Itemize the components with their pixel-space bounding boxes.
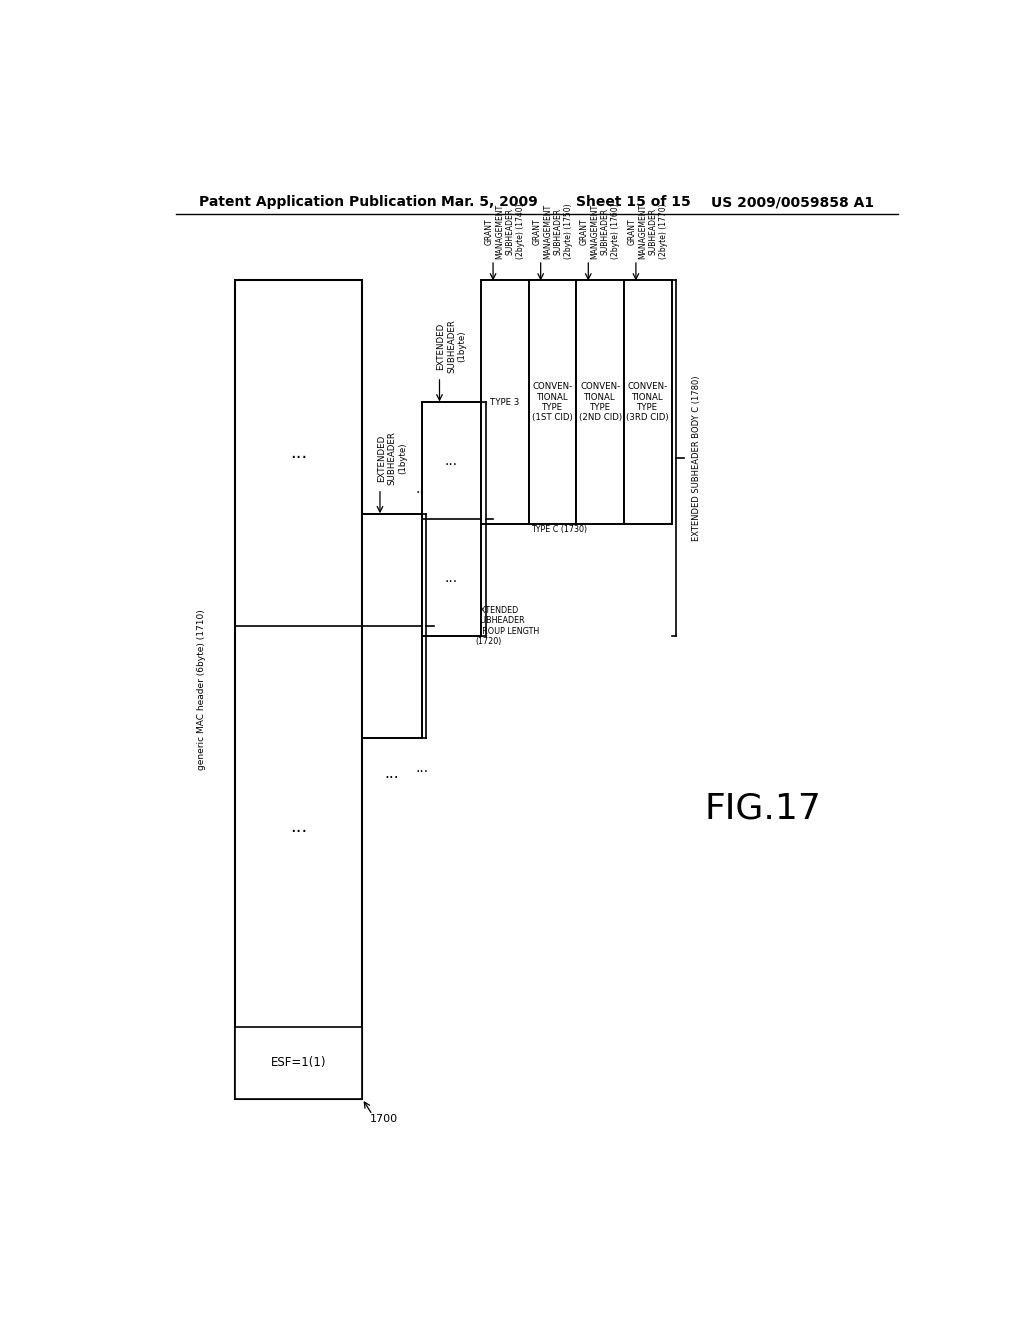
Text: CONVEN-
TIONAL
TYPE
(2ND CID): CONVEN- TIONAL TYPE (2ND CID) <box>579 383 622 422</box>
Text: TYPE 3: TYPE 3 <box>490 397 519 407</box>
Text: ...: ... <box>415 482 428 496</box>
Text: GRANT
MANAGEMENT
SUBHEADER
(2byte) (1740): GRANT MANAGEMENT SUBHEADER (2byte) (1740… <box>484 203 525 260</box>
Text: GRANT
MANAGEMENT
SUBHEADER
(2byte) (1750): GRANT MANAGEMENT SUBHEADER (2byte) (1750… <box>532 203 572 260</box>
Text: ...: ... <box>290 817 307 836</box>
Bar <box>362 515 422 738</box>
Bar <box>577 280 624 524</box>
Text: ...: ... <box>415 762 428 775</box>
Text: GRANT
MANAGEMENT
SUBHEADER
(2byte) (1760): GRANT MANAGEMENT SUBHEADER (2byte) (1760… <box>580 203 621 260</box>
Text: EXTENDED
SUBHEADER
TYPE C (1730): EXTENDED SUBHEADER TYPE C (1730) <box>531 504 588 535</box>
Text: US 2009/0059858 A1: US 2009/0059858 A1 <box>712 195 874 209</box>
Text: Mar. 5, 2009: Mar. 5, 2009 <box>441 195 539 209</box>
Text: Sheet 15 of 15: Sheet 15 of 15 <box>577 195 691 209</box>
Text: generic MAC header (6byte) (1710): generic MAC header (6byte) (1710) <box>198 609 206 770</box>
Text: FIG.17: FIG.17 <box>705 792 821 826</box>
Text: EXTENDED SUBHEADER BODY C (1780): EXTENDED SUBHEADER BODY C (1780) <box>692 375 700 541</box>
Text: Patent Application Publication: Patent Application Publication <box>200 195 437 209</box>
Text: CONVEN-
TIONAL
TYPE
(1ST CID): CONVEN- TIONAL TYPE (1ST CID) <box>532 383 573 422</box>
Bar <box>528 280 577 524</box>
Text: ...: ... <box>444 570 458 585</box>
Bar <box>236 280 362 1098</box>
Text: ...: ... <box>385 766 399 781</box>
Text: ...: ... <box>444 454 458 467</box>
Text: EXTENDED
SUBHEADER
GROUP LENGTH
(1720): EXTENDED SUBHEADER GROUP LENGTH (1720) <box>475 606 539 645</box>
Bar <box>624 280 672 524</box>
Bar <box>481 280 528 524</box>
Bar <box>236 1027 362 1098</box>
Text: EXTENDED
SUBHEADER
(1byte): EXTENDED SUBHEADER (1byte) <box>377 432 407 486</box>
Text: CONVEN-
TIONAL
TYPE
(3RD CID): CONVEN- TIONAL TYPE (3RD CID) <box>627 383 669 422</box>
Text: ESF=1(1): ESF=1(1) <box>271 1056 327 1069</box>
Text: 1700: 1700 <box>370 1114 398 1123</box>
Text: EXTENDED
SUBHEADER
(1byte): EXTENDED SUBHEADER (1byte) <box>436 319 466 374</box>
Text: GRANT
MANAGEMENT
SUBHEADER
(2byte) (1770): GRANT MANAGEMENT SUBHEADER (2byte) (1770… <box>628 203 668 260</box>
Text: ...: ... <box>290 444 307 462</box>
Bar <box>422 403 481 636</box>
